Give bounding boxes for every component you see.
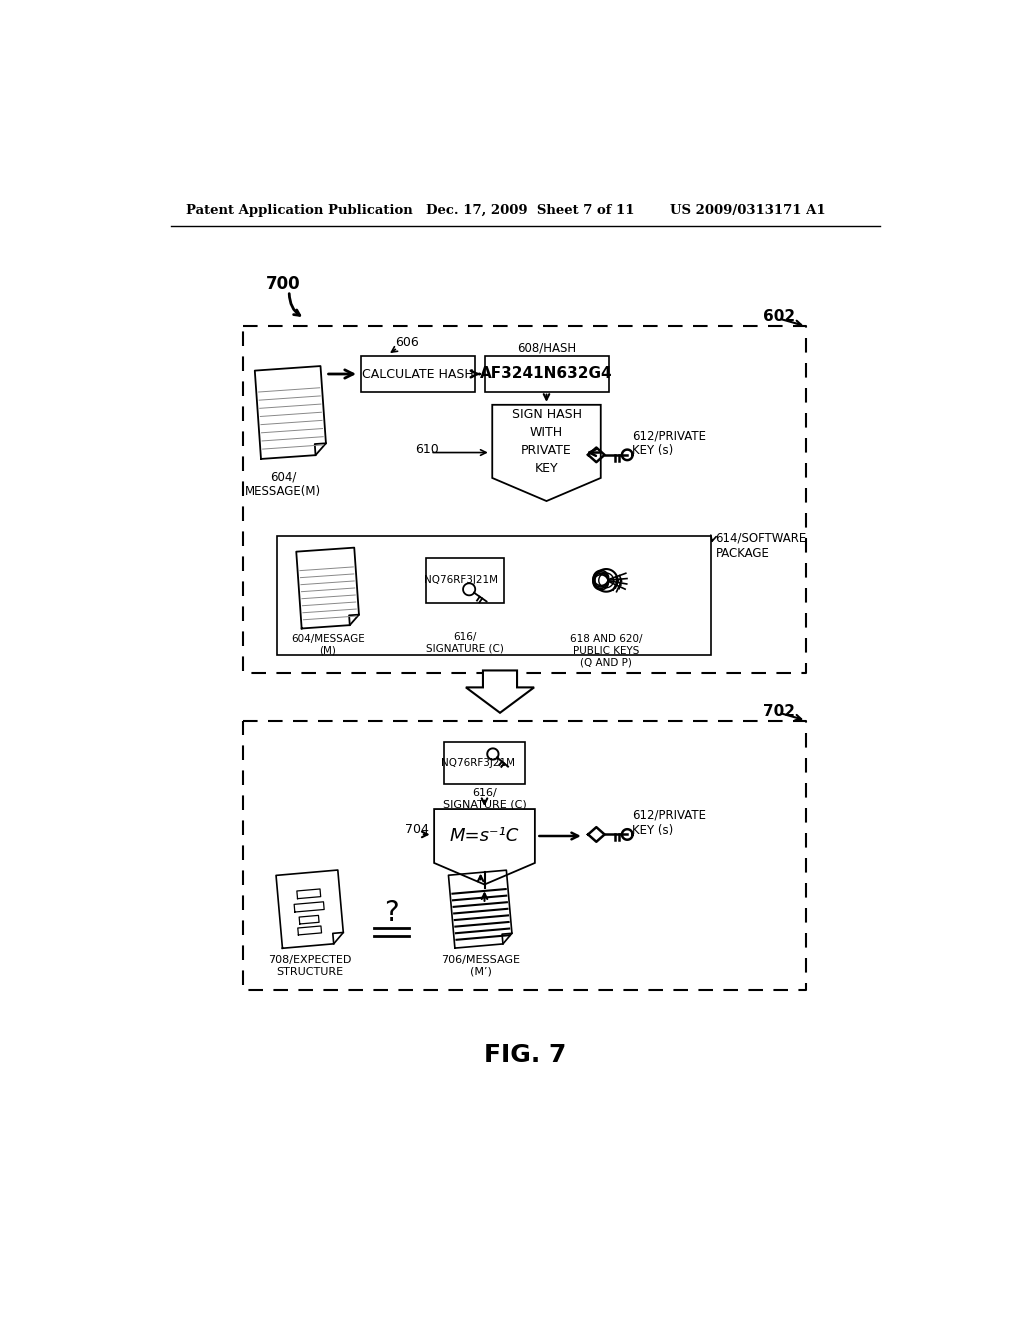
Text: 612/PRIVATE
KEY (s): 612/PRIVATE KEY (s)	[632, 429, 706, 457]
Text: NQ76RF3J21M: NQ76RF3J21M	[424, 576, 499, 585]
Text: 618 AND 620/
PUBLIC KEYS
(Q AND P): 618 AND 620/ PUBLIC KEYS (Q AND P)	[570, 635, 642, 668]
Bar	[426, 558, 504, 603]
Bar	[276, 536, 711, 655]
Text: SIGN HASH
WITH
PRIVATE
KEY: SIGN HASH WITH PRIVATE KEY	[512, 408, 582, 475]
Text: 614/SOFTWARE
PACKAGE: 614/SOFTWARE PACKAGE	[716, 532, 807, 560]
Text: 706/MESSAGE
(M’): 706/MESSAGE (M’)	[441, 956, 520, 977]
Text: ?: ?	[384, 899, 399, 927]
Text: NQ76RF3J21M: NQ76RF3J21M	[441, 758, 515, 768]
Text: AF3241N632G4: AF3241N632G4	[480, 367, 612, 381]
Polygon shape	[434, 809, 535, 884]
Text: 608/HASH: 608/HASH	[517, 342, 577, 355]
Text: 616/
SIGNATURE (C): 616/ SIGNATURE (C)	[442, 788, 526, 809]
Text: Patent Application Publication: Patent Application Publication	[186, 205, 413, 218]
Text: 700: 700	[266, 275, 301, 293]
Text: CALCULATE HASH: CALCULATE HASH	[361, 367, 474, 380]
Text: 604/
MESSAGE(M): 604/ MESSAGE(M)	[245, 470, 322, 498]
Polygon shape	[466, 671, 535, 713]
Text: 604/MESSAGE
(M): 604/MESSAGE (M)	[291, 635, 365, 656]
Text: US 2009/0313171 A1: US 2009/0313171 A1	[671, 205, 826, 218]
Text: FIG. 7: FIG. 7	[483, 1043, 566, 1068]
Text: Dec. 17, 2009  Sheet 7 of 11: Dec. 17, 2009 Sheet 7 of 11	[426, 205, 635, 218]
Text: 602: 602	[764, 309, 796, 323]
Text: 704: 704	[406, 822, 429, 836]
Text: 708/EXPECTED
STRUCTURE: 708/EXPECTED STRUCTURE	[268, 956, 352, 977]
Text: 612/PRIVATE
KEY (s): 612/PRIVATE KEY (s)	[632, 809, 706, 837]
Text: 606: 606	[395, 335, 419, 348]
Text: 616/
SIGNATURE (C): 616/ SIGNATURE (C)	[426, 632, 504, 653]
Bar	[360, 356, 475, 392]
Bar	[484, 356, 608, 392]
Text: 610: 610	[415, 442, 438, 455]
Polygon shape	[493, 405, 601, 502]
Text: M=s⁻¹C: M=s⁻¹C	[450, 828, 519, 845]
Text: 702: 702	[764, 704, 796, 719]
Bar	[444, 742, 524, 784]
